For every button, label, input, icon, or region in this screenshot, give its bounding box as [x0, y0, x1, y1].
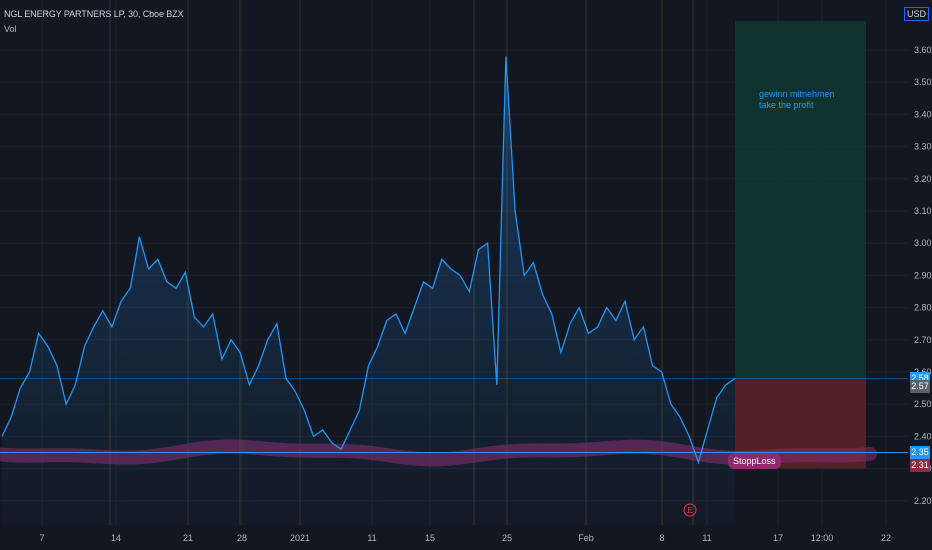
y-tick-label: 2.50 — [914, 399, 932, 409]
price-area — [2, 56, 735, 526]
y-tick-label: 3.50 — [914, 77, 932, 87]
price-series — [1, 56, 736, 526]
horizontal-levels — [0, 378, 908, 453]
x-tick-label: 8 — [659, 533, 664, 543]
price-tag-stop: 2.31 — [910, 458, 930, 472]
x-tick-label: Feb — [578, 533, 594, 543]
y-axis: 3.60 3.50 3.40 3.30 3.20 3.10 3.00 2.90 2.80 2.70… — [914, 45, 932, 506]
position-zones — [735, 21, 866, 469]
y-tick-label: 3.00 — [914, 238, 932, 248]
x-tick-label: 2021 — [290, 533, 310, 543]
y-tick-label: 2.70 — [914, 335, 932, 345]
profit-annotation: gewinn mitnehmen take the profit — [759, 89, 835, 110]
y-tick-label: 2.80 — [914, 303, 932, 313]
y-tick-label: 3.40 — [914, 109, 932, 119]
y-tick-label: 3.20 — [914, 174, 932, 184]
y-tick-label: 2.40 — [914, 431, 932, 441]
volume-indicator-label: Vol — [4, 24, 17, 34]
chart-title: NGL ENERGY PARTNERS LP, 30, Cboe BZX — [4, 9, 184, 19]
x-tick-label: 25 — [502, 533, 512, 543]
x-tick-label: 28 — [237, 533, 247, 543]
y-tick-label: 3.10 — [914, 206, 932, 216]
x-tick-label: 12:00 — [811, 533, 834, 543]
price-line — [1, 56, 736, 465]
y-tick-label: 2.90 — [914, 270, 932, 280]
x-tick-label: 11 — [367, 533, 376, 543]
price-tag-previous: 2.57 — [910, 379, 930, 393]
x-tick-label: 7 — [39, 533, 44, 543]
x-tick-label: 22 — [881, 533, 891, 543]
y-tick-label: 3.60 — [914, 45, 932, 55]
price-tag-support: 2.35 — [910, 446, 930, 459]
x-tick-label: 11 — [702, 533, 711, 543]
y-tick-label: 3.30 — [914, 142, 932, 152]
x-tick-label: 14 — [111, 533, 121, 543]
stoploss-callout: StoppLoss — [728, 453, 781, 469]
x-axis: 7 14 21 28 2021 11 15 25 Feb 8 11 17 12:00 22 — [39, 533, 891, 543]
y-tick-label: 2.20 — [914, 496, 932, 506]
x-tick-label: 15 — [425, 533, 435, 543]
x-tick-label: 17 — [773, 533, 783, 543]
x-tick-label: 21 — [183, 533, 193, 543]
currency-label[interactable]: USD — [903, 7, 929, 21]
profit-zone — [735, 21, 866, 379]
